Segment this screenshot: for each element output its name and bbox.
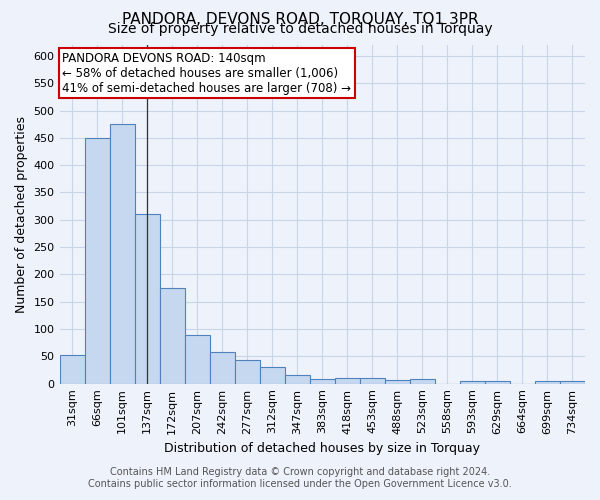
Bar	[410, 380, 435, 384]
Bar	[59, 354, 85, 384]
Bar	[485, 381, 510, 384]
Bar	[235, 360, 260, 384]
Text: PANDORA, DEVONS ROAD, TORQUAY, TQ1 3PR: PANDORA, DEVONS ROAD, TORQUAY, TQ1 3PR	[122, 12, 478, 28]
Bar	[385, 380, 410, 384]
Bar	[185, 334, 209, 384]
Bar	[560, 381, 585, 384]
Bar	[160, 288, 185, 384]
Text: Size of property relative to detached houses in Torquay: Size of property relative to detached ho…	[107, 22, 493, 36]
Y-axis label: Number of detached properties: Number of detached properties	[15, 116, 28, 313]
Bar	[209, 352, 235, 384]
X-axis label: Distribution of detached houses by size in Torquay: Distribution of detached houses by size …	[164, 442, 480, 455]
Bar	[110, 124, 134, 384]
Bar	[460, 381, 485, 384]
Bar	[535, 381, 560, 384]
Text: PANDORA DEVONS ROAD: 140sqm
← 58% of detached houses are smaller (1,006)
41% of : PANDORA DEVONS ROAD: 140sqm ← 58% of det…	[62, 52, 351, 94]
Bar	[260, 368, 285, 384]
Bar	[85, 138, 110, 384]
Bar	[134, 214, 160, 384]
Text: Contains HM Land Registry data © Crown copyright and database right 2024.
Contai: Contains HM Land Registry data © Crown c…	[88, 468, 512, 489]
Bar	[310, 380, 335, 384]
Bar	[360, 378, 385, 384]
Bar	[335, 378, 360, 384]
Bar	[285, 376, 310, 384]
